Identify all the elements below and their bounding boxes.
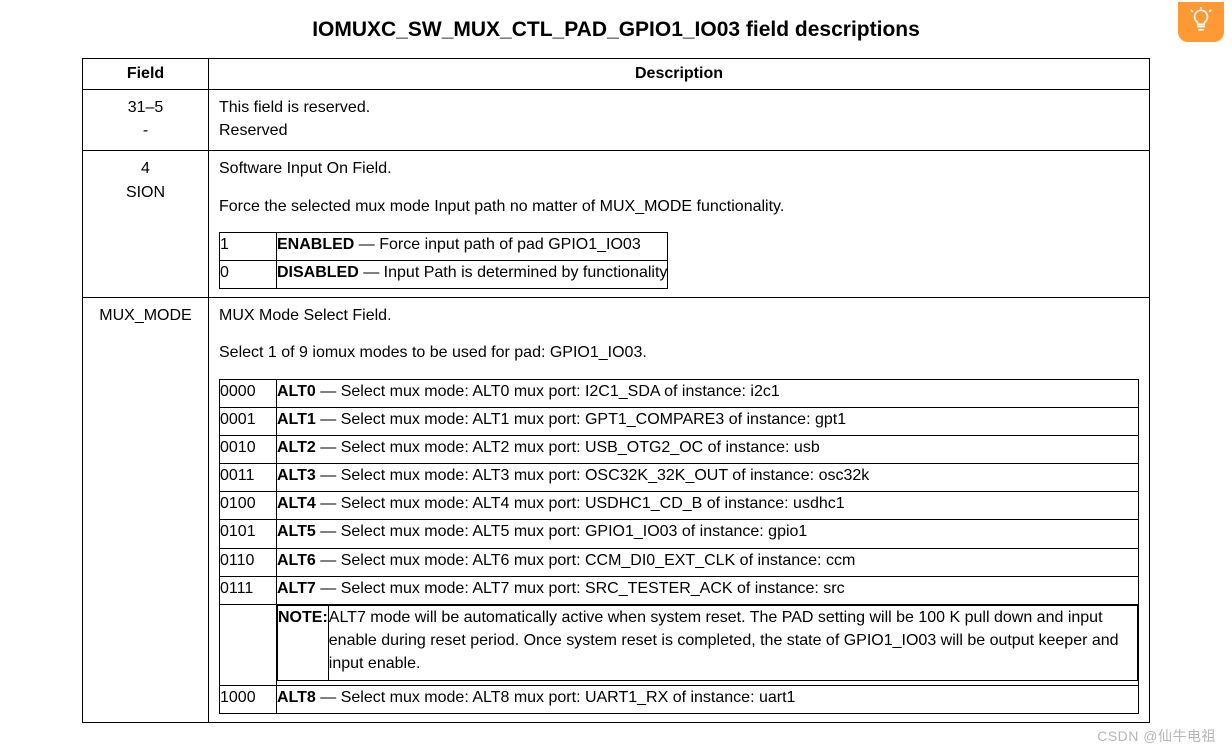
desc-cell-muxmode: MUX Mode Select Field. Select 1 of 9 iom… <box>209 298 1150 723</box>
note-table: NOTE: ALT7 mode will be automatically ac… <box>277 605 1138 681</box>
lightbulb-icon <box>1188 7 1214 38</box>
value-text: — Select mux mode: ALT4 mux port: USDHC1… <box>316 495 845 512</box>
table-row: MUX_MODE MUX Mode Select Field. Select 1… <box>83 298 1150 723</box>
note-label: NOTE: <box>278 606 329 681</box>
value-text: — Select mux mode: ALT7 mux port: SRC_TE… <box>316 580 845 597</box>
field-cell-muxmode: MUX_MODE <box>83 298 209 723</box>
value-desc: ALT1 — Select mux mode: ALT1 mux port: G… <box>277 407 1139 435</box>
value-text: — Input Path is determined by functional… <box>359 264 668 281</box>
field-name: MUX_MODE <box>99 307 191 324</box>
value-desc: ALT3 — Select mux mode: ALT3 mux port: O… <box>277 464 1139 492</box>
table-title: IOMUXC_SW_MUX_CTL_PAD_GPIO1_IO03 field d… <box>82 18 1150 42</box>
value-code: 0101 <box>220 520 277 548</box>
value-code: 0000 <box>220 379 277 407</box>
value-code: 0111 <box>220 576 277 604</box>
value-name: ALT8 <box>277 689 316 706</box>
desc-line: This field is reserved. <box>219 96 1139 119</box>
value-text: — Force input path of pad GPIO1_IO03 <box>354 236 640 253</box>
value-row: 0100 ALT4 — Select mux mode: ALT4 mux po… <box>220 492 1139 520</box>
value-row: 0111 ALT7 — Select mux mode: ALT7 mux po… <box>220 576 1139 604</box>
value-row: 0101 ALT5 — Select mux mode: ALT5 mux po… <box>220 520 1139 548</box>
value-name: ALT4 <box>277 495 316 512</box>
value-row: 0000 ALT0 — Select mux mode: ALT0 mux po… <box>220 379 1139 407</box>
value-desc: ALT6 — Select mux mode: ALT6 mux port: C… <box>277 548 1139 576</box>
value-name: ALT0 <box>277 383 316 400</box>
value-code: 0110 <box>220 548 277 576</box>
value-desc: ALT5 — Select mux mode: ALT5 mux port: G… <box>277 520 1139 548</box>
desc-body: Force the selected mux mode Input path n… <box>219 195 1139 218</box>
field-name: SION <box>126 184 165 201</box>
value-name: DISABLED <box>277 264 359 281</box>
value-code: 0001 <box>220 407 277 435</box>
value-row: 0011 ALT3 — Select mux mode: ALT3 mux po… <box>220 464 1139 492</box>
table-row: 31–5 - This field is reserved. Reserved <box>83 90 1150 151</box>
table-header-row: Field Description <box>83 59 1150 90</box>
value-text: — Select mux mode: ALT5 mux port: GPIO1_… <box>316 523 808 540</box>
field-name: - <box>143 122 148 139</box>
value-name: ALT6 <box>277 552 316 569</box>
value-row: 0110 ALT6 — Select mux mode: ALT6 mux po… <box>220 548 1139 576</box>
value-name: ALT1 <box>277 411 316 428</box>
value-desc: ALT7 — Select mux mode: ALT7 mux port: S… <box>277 576 1139 604</box>
value-desc: DISABLED — Input Path is determined by f… <box>277 260 668 288</box>
value-desc: ALT4 — Select mux mode: ALT4 mux port: U… <box>277 492 1139 520</box>
field-bits: 31–5 <box>128 99 164 116</box>
value-text: — Select mux mode: ALT2 mux port: USB_OT… <box>316 439 820 456</box>
field-cell-sion: 4 SION <box>83 151 209 298</box>
watermark-text: CSDN @仙牛电祖 <box>1097 726 1216 746</box>
header-description: Description <box>209 59 1150 90</box>
desc-title: MUX Mode Select Field. <box>219 304 1139 327</box>
value-code: 1000 <box>220 685 277 713</box>
value-code: 1 <box>220 232 277 260</box>
value-code: 0100 <box>220 492 277 520</box>
value-text: — Select mux mode: ALT6 mux port: CCM_DI… <box>316 552 855 569</box>
lightbulb-badge[interactable] <box>1178 2 1224 42</box>
value-code: 0010 <box>220 435 277 463</box>
value-text: — Select mux mode: ALT0 mux port: I2C1_S… <box>316 383 780 400</box>
value-name: ALT5 <box>277 523 316 540</box>
desc-body: Select 1 of 9 iomux modes to be used for… <box>219 341 1139 364</box>
value-name: ALT2 <box>277 439 316 456</box>
desc-cell-sion: Software Input On Field. Force the selec… <box>209 151 1150 298</box>
value-desc: ALT2 — Select mux mode: ALT2 mux port: U… <box>277 435 1139 463</box>
value-desc: ALT0 — Select mux mode: ALT0 mux port: I… <box>277 379 1139 407</box>
desc-cell-reserved: This field is reserved. Reserved <box>209 90 1150 151</box>
value-text: — Select mux mode: ALT3 mux port: OSC32K… <box>316 467 869 484</box>
value-text: — Select mux mode: ALT8 mux port: UART1_… <box>316 689 796 706</box>
field-cell-reserved: 31–5 - <box>83 90 209 151</box>
value-row: 0 DISABLED — Input Path is determined by… <box>220 260 668 288</box>
note-text: ALT7 mode will be automatically active w… <box>328 606 1137 681</box>
note-row: NOTE: ALT7 mode will be automatically ac… <box>220 605 1139 686</box>
page: IOMUXC_SW_MUX_CTL_PAD_GPIO1_IO03 field d… <box>0 0 1232 752</box>
value-table: 1 ENABLED — Force input path of pad GPIO… <box>219 232 668 289</box>
value-code: 0011 <box>220 464 277 492</box>
table-row: 4 SION Software Input On Field. Force th… <box>83 151 1150 298</box>
value-row: 1000 ALT8 — Select mux mode: ALT8 mux po… <box>220 685 1139 713</box>
desc-line: Reserved <box>219 119 1139 142</box>
value-name: ALT3 <box>277 467 316 484</box>
value-row: 0010 ALT2 — Select mux mode: ALT2 mux po… <box>220 435 1139 463</box>
field-bits: 4 <box>141 160 150 177</box>
value-desc: ENABLED — Force input path of pad GPIO1_… <box>277 232 668 260</box>
field-descriptions-table: Field Description 31–5 - This field is r… <box>82 58 1150 723</box>
value-text: — Select mux mode: ALT1 mux port: GPT1_C… <box>316 411 846 428</box>
header-field: Field <box>83 59 209 90</box>
value-row: 0001 ALT1 — Select mux mode: ALT1 mux po… <box>220 407 1139 435</box>
value-name: ENABLED <box>277 236 354 253</box>
value-row: 1 ENABLED — Force input path of pad GPIO… <box>220 232 668 260</box>
value-code: 0 <box>220 260 277 288</box>
value-table: 0000 ALT0 — Select mux mode: ALT0 mux po… <box>219 379 1139 714</box>
desc-title: Software Input On Field. <box>219 157 1139 180</box>
value-name: ALT7 <box>277 580 316 597</box>
value-desc: ALT8 — Select mux mode: ALT8 mux port: U… <box>277 685 1139 713</box>
